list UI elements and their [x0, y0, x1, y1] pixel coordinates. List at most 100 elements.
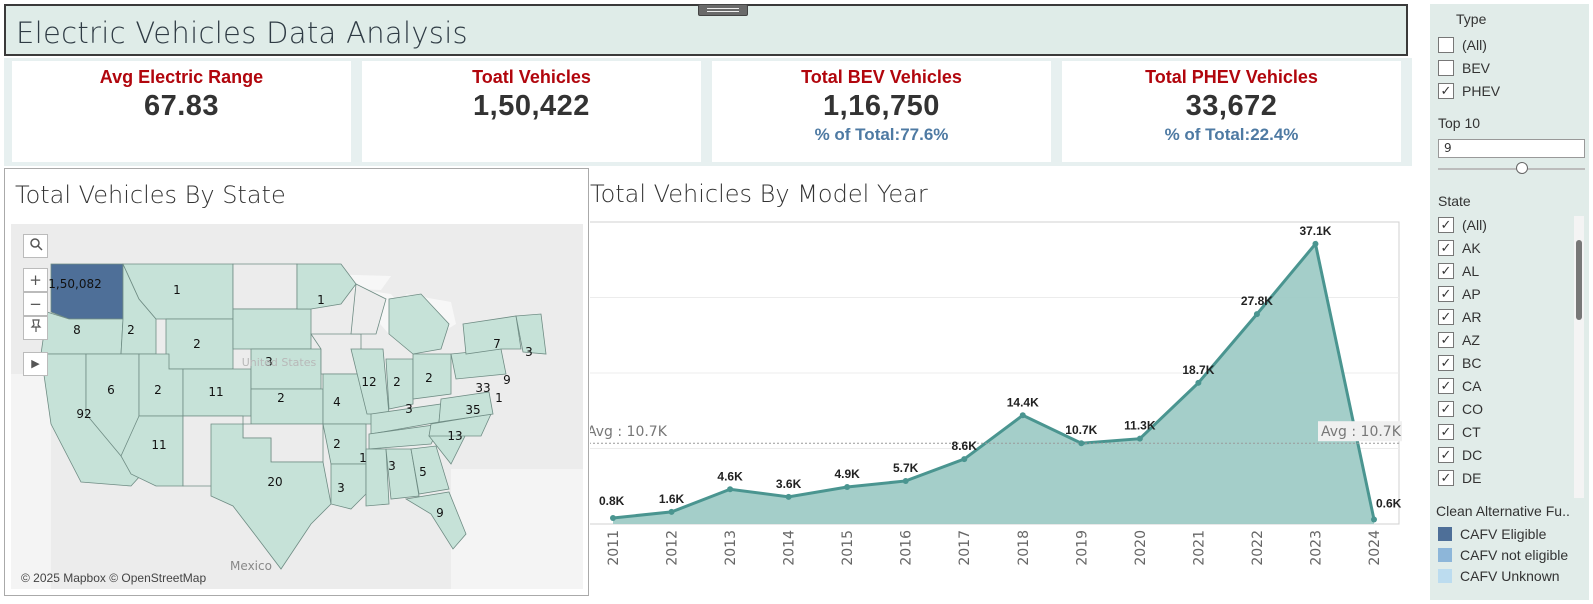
zoom-out-button[interactable]: − [23, 292, 48, 316]
area-chart[interactable]: Avg : 10.7K Avg : 10.7K 0.8K 2011 1.6K 2012 4.… [590, 168, 1430, 596]
kpi-total-phev[interactable]: Total PHEV Vehicles 33,672 % of Total:22… [1062, 61, 1401, 162]
map-expand-button[interactable]: ▶ [23, 352, 48, 376]
checkbox[interactable]: ✓ [1438, 83, 1454, 99]
x-tick-label: 2023 [1308, 530, 1324, 566]
top10-input[interactable]: 9 [1438, 139, 1585, 158]
map-search-button[interactable] [23, 234, 48, 258]
checkbox[interactable]: ✓ [1438, 470, 1454, 486]
x-tick-label: 2011 [606, 530, 622, 566]
map-label: 2 [333, 437, 341, 451]
state-filter-item[interactable]: ✓ DC [1438, 444, 1482, 466]
checkbox[interactable]: ✓ [1438, 332, 1454, 348]
state-south-dakota[interactable] [232, 308, 312, 350]
map-label: 5 [419, 465, 427, 479]
x-tick-label: 2016 [899, 530, 915, 566]
state-filter-item[interactable]: ✓ AL [1438, 260, 1479, 282]
checkbox[interactable]: ✓ [1438, 401, 1454, 417]
us-state-map[interactable]: 1,50,082 1 8 2 1 2 3 6 2 11 92 2 4 11 12… [11, 224, 583, 589]
search-icon [29, 238, 43, 251]
top10-slider-track[interactable] [1438, 168, 1585, 170]
top10-slider-thumb[interactable] [1516, 162, 1528, 174]
kpi-total-bev[interactable]: Total BEV Vehicles 1,16,750 % of Total:7… [712, 61, 1051, 162]
legend-swatch [1438, 527, 1452, 541]
data-label: 8.6K [952, 439, 978, 453]
dashboard-title-bar: Electric Vehicles Data Analysis [4, 4, 1408, 56]
atlantic-ocean [451, 469, 583, 589]
state-filter-item[interactable]: ✓ AR [1438, 306, 1481, 328]
type-filter-item[interactable]: ✓ PHEV [1438, 80, 1500, 102]
state-michigan[interactable] [388, 293, 450, 355]
state-tennessee[interactable] [368, 423, 442, 450]
state-filter-item[interactable]: ✓ CO [1438, 398, 1483, 420]
checkbox[interactable]: ✓ [1438, 286, 1454, 302]
kpi-total-vehicles[interactable]: Toatl Vehicles 1,50,422 [362, 61, 701, 162]
checkbox[interactable] [1438, 60, 1454, 76]
legend-item[interactable]: CAFV Eligible [1438, 524, 1546, 544]
type-filter-item[interactable]: BEV [1438, 57, 1490, 79]
scrollbar-thumb[interactable] [1576, 240, 1582, 320]
state-alabama[interactable] [385, 448, 420, 500]
state-filter-item[interactable]: ✓ DE [1438, 467, 1481, 489]
x-tick-label: 2012 [665, 530, 681, 566]
checkbox[interactable]: ✓ [1438, 447, 1454, 463]
kpi-label: Toatl Vehicles [472, 67, 591, 87]
kpi-avg-range[interactable]: Avg Electric Range 67.83 [12, 61, 351, 162]
average-label-right: Avg : 10.7K [1321, 424, 1402, 440]
checkbox[interactable]: ✓ [1438, 309, 1454, 325]
type-filter-label: (All) [1462, 37, 1487, 53]
data-point [668, 508, 675, 515]
state-filter-item[interactable]: ✓ CT [1438, 421, 1481, 443]
checkbox[interactable]: ✓ [1438, 424, 1454, 440]
checkbox[interactable]: ✓ [1438, 217, 1454, 233]
state-filter-item[interactable]: ✓ (All) [1438, 214, 1487, 236]
data-label: 0.8K [599, 494, 625, 508]
checkbox[interactable] [1438, 37, 1454, 53]
state-filter-item[interactable]: ✓ AZ [1438, 329, 1480, 351]
state-virginia[interactable] [438, 391, 494, 423]
legend-title: Clean Alternative Fu.. [1436, 503, 1570, 519]
state-washington[interactable] [50, 263, 124, 320]
map-attribution[interactable]: © 2025 Mapbox © OpenStreetMap [21, 571, 207, 585]
state-louisiana[interactable] [330, 463, 367, 510]
state-minnesota[interactable] [296, 263, 357, 310]
map-label: 7 [493, 337, 501, 351]
map-label: 3 [525, 345, 533, 359]
checkbox[interactable]: ✓ [1438, 263, 1454, 279]
state-wisconsin[interactable] [350, 283, 387, 335]
map-label: 8 [73, 323, 81, 337]
state-florida[interactable] [404, 491, 467, 550]
legend-item[interactable]: CAFV not eligible [1438, 545, 1568, 565]
legend-item[interactable]: CAFV Unknown [1438, 566, 1560, 586]
state-filter-item[interactable]: ✓ AK [1438, 237, 1481, 259]
map-label: 92 [76, 407, 91, 421]
map-label: 1 [317, 293, 325, 307]
map-label: 2 [425, 371, 433, 385]
state-filter-item[interactable]: ✓ BC [1438, 352, 1481, 374]
state-nebraska[interactable] [250, 348, 322, 390]
state-north-dakota[interactable] [232, 263, 298, 310]
state-new-england[interactable] [515, 313, 547, 355]
state-filter-scrollbar[interactable] [1574, 216, 1584, 498]
state-indiana[interactable] [385, 358, 414, 410]
map-label: 2 [154, 383, 162, 397]
checkbox[interactable]: ✓ [1438, 378, 1454, 394]
map-label: 4 [333, 395, 341, 409]
checkbox[interactable]: ✓ [1438, 240, 1454, 256]
map-pin-button[interactable] [23, 316, 48, 340]
drag-grip-icon[interactable] [698, 4, 748, 16]
zoom-in-button[interactable]: + [23, 268, 48, 292]
checkbox[interactable]: ✓ [1438, 355, 1454, 371]
map-label: 1 [173, 283, 181, 297]
data-point [961, 456, 968, 463]
state-kansas[interactable] [250, 388, 324, 425]
state-new-york[interactable] [462, 315, 522, 355]
state-mississippi[interactable] [365, 448, 390, 507]
type-filter-item[interactable]: (All) [1438, 34, 1487, 56]
state-georgia[interactable] [410, 445, 450, 495]
state-ohio[interactable] [412, 353, 452, 400]
top10-title: Top 10 [1438, 115, 1481, 131]
state-filter-item[interactable]: ✓ AP [1438, 283, 1481, 305]
state-pennsylvania[interactable] [450, 348, 507, 380]
state-filter-item[interactable]: ✓ CA [1438, 375, 1481, 397]
state-filter-label: (All) [1462, 217, 1487, 233]
